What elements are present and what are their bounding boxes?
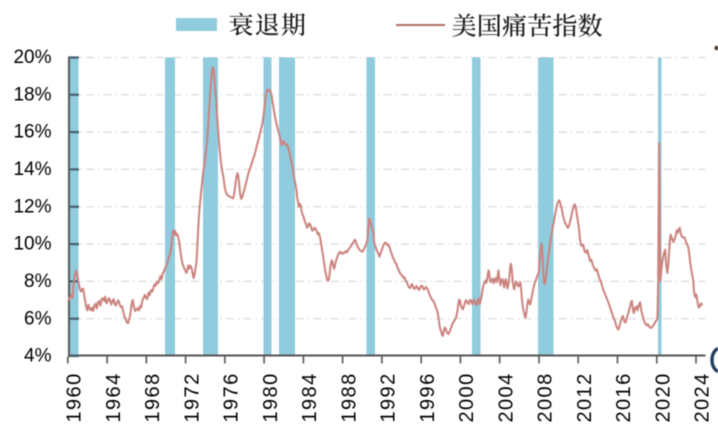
svg-text:12%: 12%	[13, 196, 51, 217]
svg-text:1992: 1992	[378, 372, 400, 422]
svg-text:2000: 2000	[456, 372, 478, 422]
svg-text:2020: 2020	[653, 372, 675, 422]
svg-text:1976: 1976	[221, 372, 243, 422]
svg-text:1964: 1964	[103, 372, 125, 422]
svg-text:2008: 2008	[535, 372, 557, 422]
svg-text:16%: 16%	[13, 122, 51, 143]
svg-text:10%: 10%	[13, 234, 51, 255]
svg-text:2012: 2012	[574, 372, 596, 422]
svg-text:20%: 20%	[13, 47, 51, 68]
svg-text:1960: 1960	[64, 372, 86, 422]
svg-text:6%: 6%	[24, 308, 52, 329]
svg-text:1972: 1972	[181, 372, 203, 422]
svg-text:1980: 1980	[260, 372, 282, 422]
svg-text:18%: 18%	[13, 84, 51, 105]
svg-text:1988: 1988	[338, 372, 360, 422]
svg-text:1996: 1996	[417, 372, 439, 422]
svg-text:1984: 1984	[299, 372, 321, 422]
svg-text:14%: 14%	[13, 159, 51, 180]
svg-text:4%: 4%	[24, 346, 52, 367]
svg-text:2024: 2024	[692, 372, 714, 422]
svg-text:8%: 8%	[24, 271, 52, 292]
svg-text:1968: 1968	[142, 372, 164, 422]
svg-text:2016: 2016	[613, 372, 635, 422]
svg-text:2004: 2004	[495, 372, 517, 422]
